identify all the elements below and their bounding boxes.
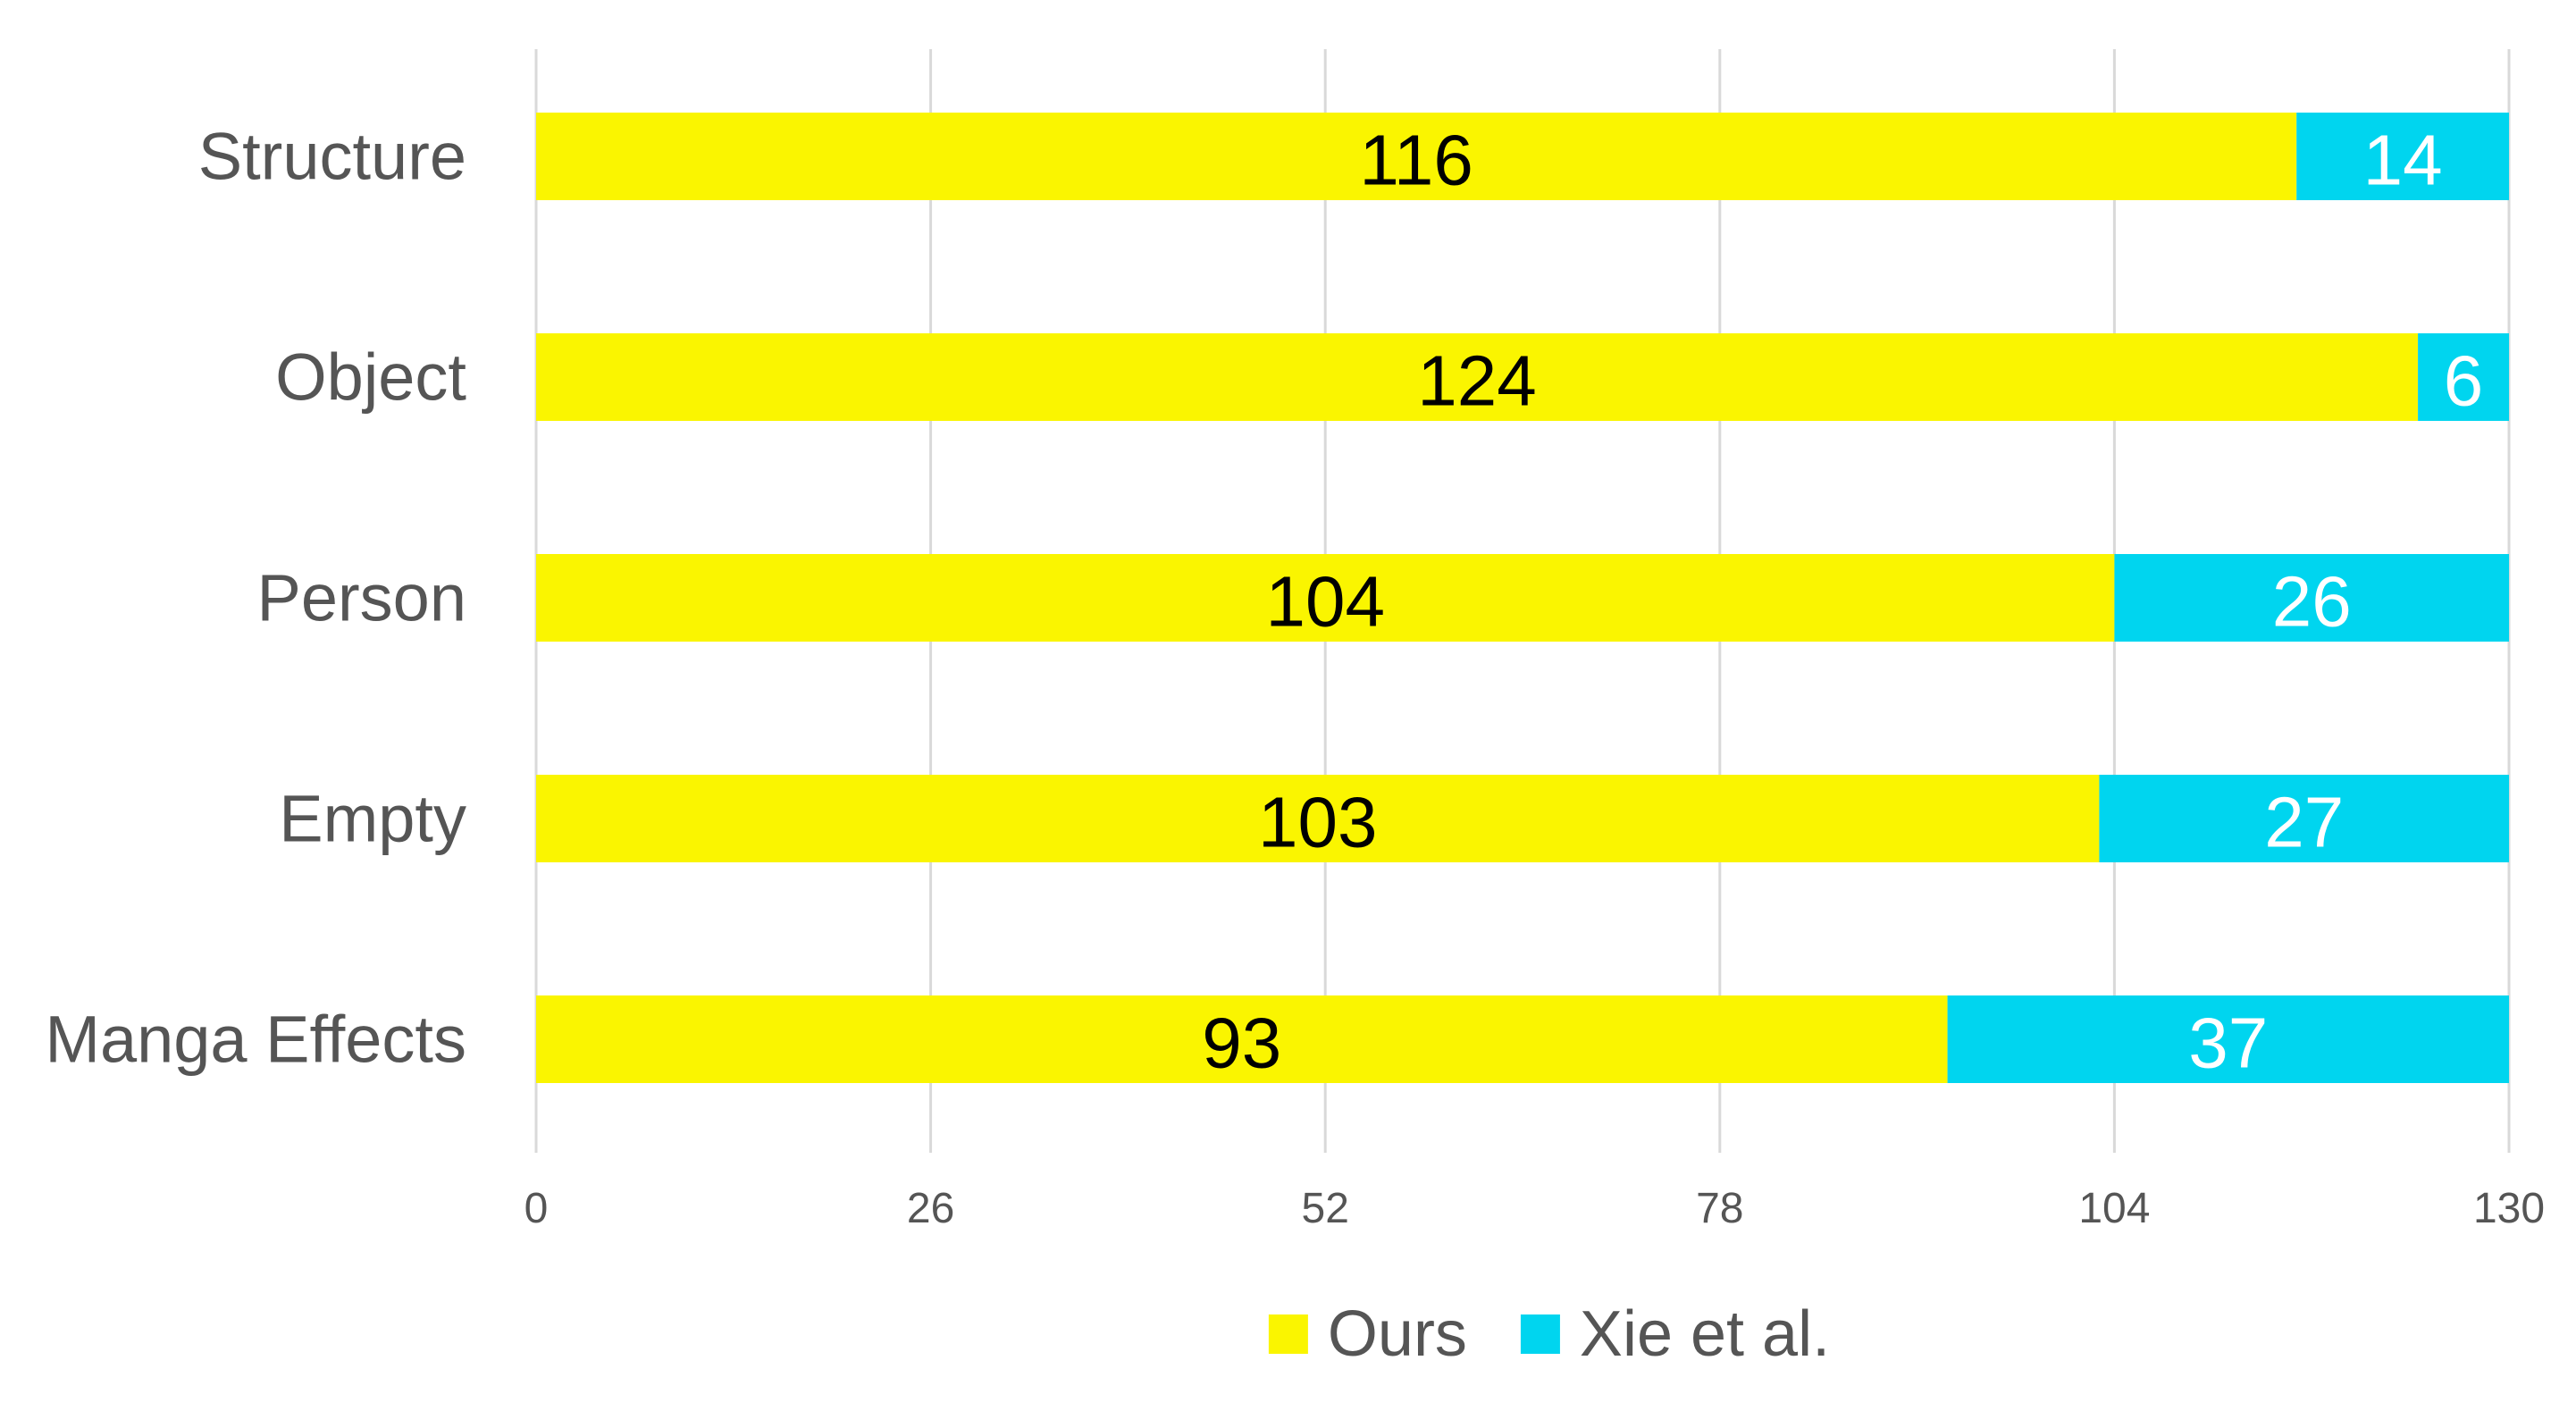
legend-label-ours: Ours xyxy=(1328,1298,1467,1370)
bar-xie-et-al-empty xyxy=(2099,775,2509,862)
bar-ours-person xyxy=(536,554,2115,642)
bar-label-xie-et-al-empty: 27 xyxy=(2264,783,2344,862)
legend-swatch-xie-et-al xyxy=(1520,1314,1560,1354)
bar-xie-et-al-person xyxy=(2114,554,2509,642)
bar-label-xie-et-al-object: 6 xyxy=(2444,341,2484,421)
bar-ours-structure xyxy=(536,113,2297,200)
legend-swatch-ours xyxy=(1268,1314,1308,1354)
x-tick-label-52: 52 xyxy=(1302,1185,1349,1232)
bar-label-ours-structure: 116 xyxy=(1359,121,1473,200)
legend-item-ours: Ours xyxy=(1268,1298,1467,1370)
bar-label-ours-object: 124 xyxy=(1417,341,1536,421)
category-labels: Structure Object Person Empty Manga Effects xyxy=(45,120,466,1077)
bar-label-ours-empty: 103 xyxy=(1258,783,1377,862)
x-tick-label-26: 26 xyxy=(907,1185,954,1232)
x-axis-tick-labels: 0 26 52 78 104 130 xyxy=(524,1185,2545,1232)
bar-label-xie-et-al-manga-effects: 37 xyxy=(2188,1004,2268,1083)
bar-xie-et-al-object xyxy=(2418,333,2509,421)
bar-xie-et-al-structure xyxy=(2296,113,2509,200)
legend: Ours Xie et al. xyxy=(1268,1298,1830,1370)
bar-ours-empty xyxy=(536,775,2100,862)
bar-xie-et-al-manga-effects xyxy=(1947,995,2509,1083)
legend-item-xie-et-al: Xie et al. xyxy=(1520,1298,1830,1370)
category-label-manga-effects: Manga Effects xyxy=(45,1003,466,1077)
category-label-empty: Empty xyxy=(279,782,466,856)
x-tick-label-0: 0 xyxy=(524,1185,549,1232)
bar-ours-object xyxy=(536,333,2419,421)
category-label-structure: Structure xyxy=(198,120,466,194)
x-tick-label-104: 104 xyxy=(2078,1185,2150,1232)
x-tick-label-130: 130 xyxy=(2473,1185,2545,1232)
bars xyxy=(536,113,2509,1083)
bar-label-ours-manga-effects: 93 xyxy=(1202,1004,1281,1083)
x-tick-label-78: 78 xyxy=(1696,1185,1743,1232)
bar-label-xie-et-al-structure: 14 xyxy=(2363,121,2443,200)
bar-label-xie-et-al-person: 26 xyxy=(2272,562,2352,642)
bar-ours-manga-effects xyxy=(536,995,1948,1083)
legend-label-xie-et-al: Xie et al. xyxy=(1580,1298,1830,1370)
bar-value-labels: 116 14 124 6 104 26 103 27 93 37 xyxy=(1202,121,2483,1083)
category-label-person: Person xyxy=(257,561,466,635)
category-label-object: Object xyxy=(275,340,466,415)
bar-label-ours-person: 104 xyxy=(1265,562,1384,642)
